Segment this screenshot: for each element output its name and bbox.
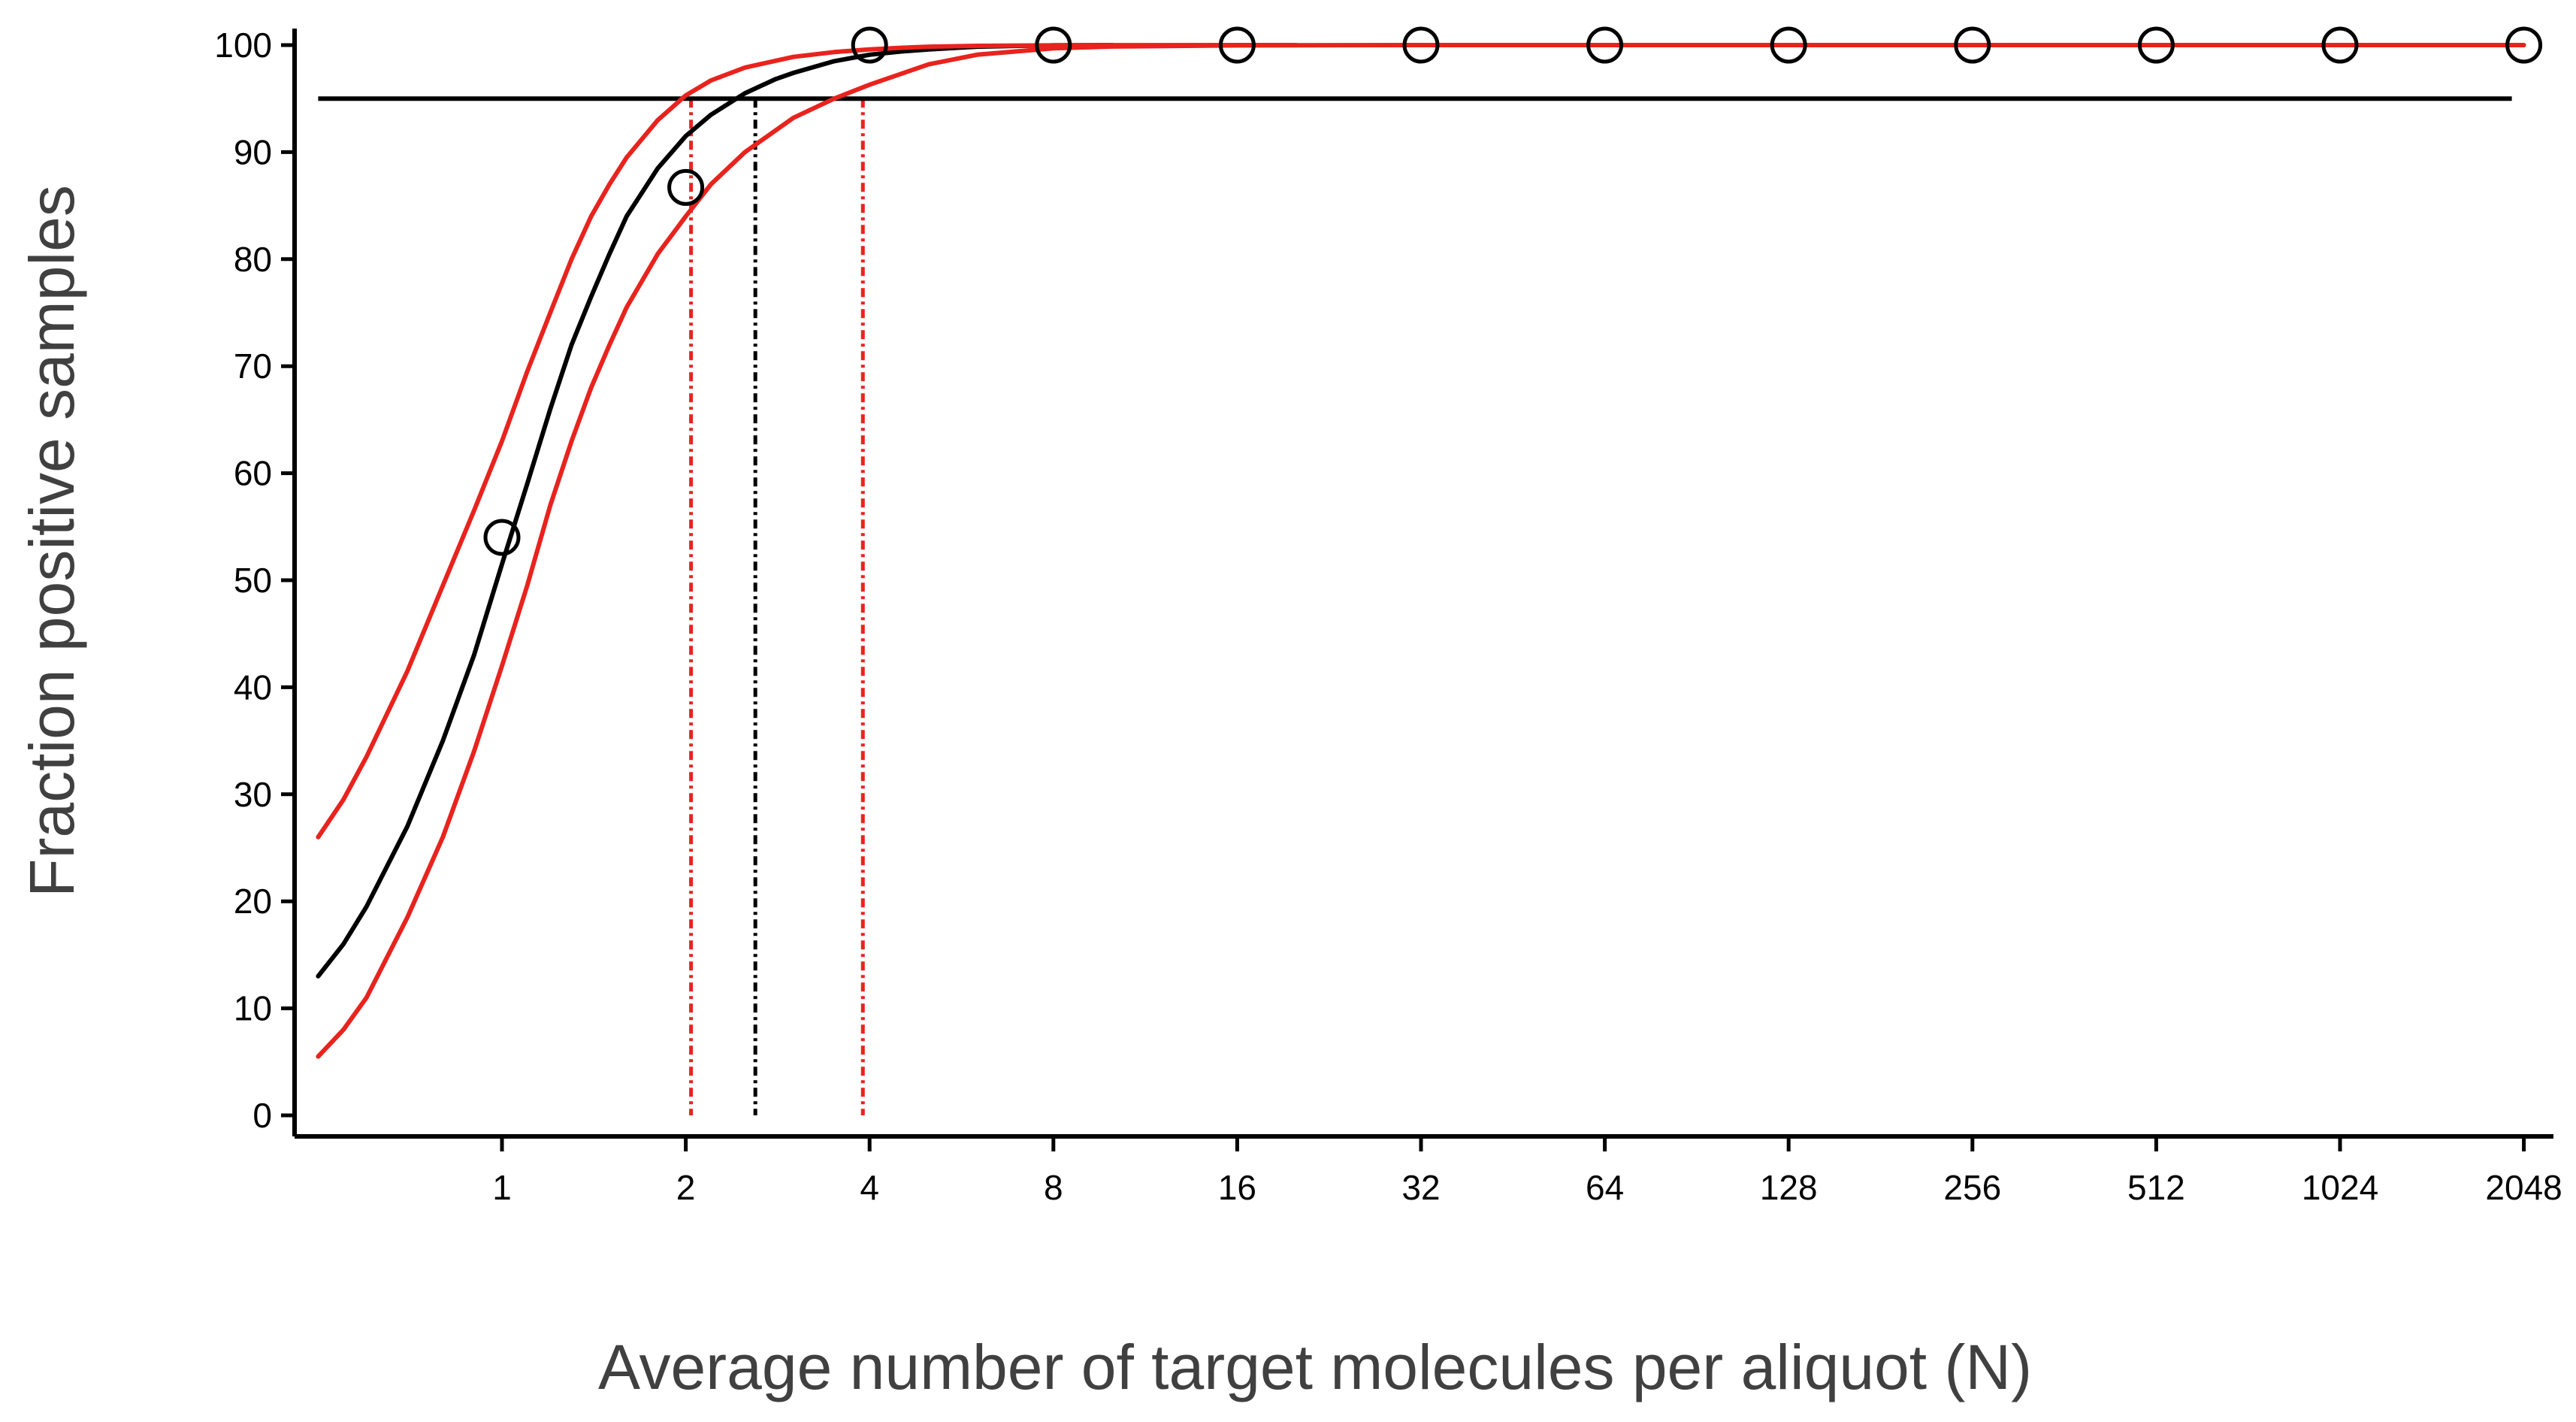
drop-lines-group xyxy=(689,98,865,1115)
series-group xyxy=(316,43,2526,1059)
series-upper-ci xyxy=(316,43,1299,840)
observed-point xyxy=(1035,26,1072,64)
x-tick-label: 256 xyxy=(1943,1168,2001,1207)
ticks-group: 0 10 20 30 40 50 60 70 80 90 100 1 2 4 8 16 32 64 128 256 51… xyxy=(214,26,2562,1207)
x-tick-label: 2048 xyxy=(2485,1168,2562,1207)
observed-point xyxy=(1218,26,1256,64)
axes-group xyxy=(292,29,2553,1139)
x-axis-title: Average number of target molecules per a… xyxy=(598,1332,2032,1402)
y-tick-label: 30 xyxy=(234,775,272,814)
y-tick-label: 0 xyxy=(252,1096,272,1135)
y-tick-label: 60 xyxy=(234,454,272,493)
y-axis-title: Fraction positive samples xyxy=(17,185,87,897)
observed-point xyxy=(1954,26,1991,64)
observed-point xyxy=(667,168,705,206)
x-tick-label: 64 xyxy=(1586,1168,1624,1207)
observed-point xyxy=(483,519,521,556)
series-fit xyxy=(316,43,1115,979)
y-tick-label: 50 xyxy=(234,561,272,600)
observed-points-group xyxy=(483,26,2543,556)
x-tick-label: 8 xyxy=(1044,1168,1063,1207)
x-tick-label: 512 xyxy=(2127,1168,2185,1207)
observed-point xyxy=(2321,26,2359,64)
x-tick-label: 4 xyxy=(860,1168,879,1207)
observed-point xyxy=(2505,26,2543,64)
y-tick-label: 20 xyxy=(234,882,272,921)
observed-point xyxy=(851,26,888,64)
y-tick-label: 70 xyxy=(234,346,272,386)
x-tick-label: 2 xyxy=(676,1168,696,1207)
observed-point xyxy=(1770,26,1807,64)
x-tick-label: 1024 xyxy=(2302,1168,2378,1207)
y-tick-label: 90 xyxy=(234,132,272,171)
x-tick-label: 128 xyxy=(1760,1168,1818,1207)
observed-point xyxy=(1586,26,1624,64)
observed-point xyxy=(2137,26,2175,64)
x-tick-label: 32 xyxy=(1401,1168,1440,1207)
y-tick-label: 80 xyxy=(234,240,272,279)
y-tick-label: 40 xyxy=(234,667,272,706)
x-tick-label: 16 xyxy=(1218,1168,1256,1207)
series-lower-ci xyxy=(316,43,2526,1059)
y-tick-label: 10 xyxy=(234,989,272,1028)
y-tick-label: 100 xyxy=(214,26,272,65)
observed-point xyxy=(1402,26,1440,64)
x-tick-label: 1 xyxy=(492,1168,512,1207)
